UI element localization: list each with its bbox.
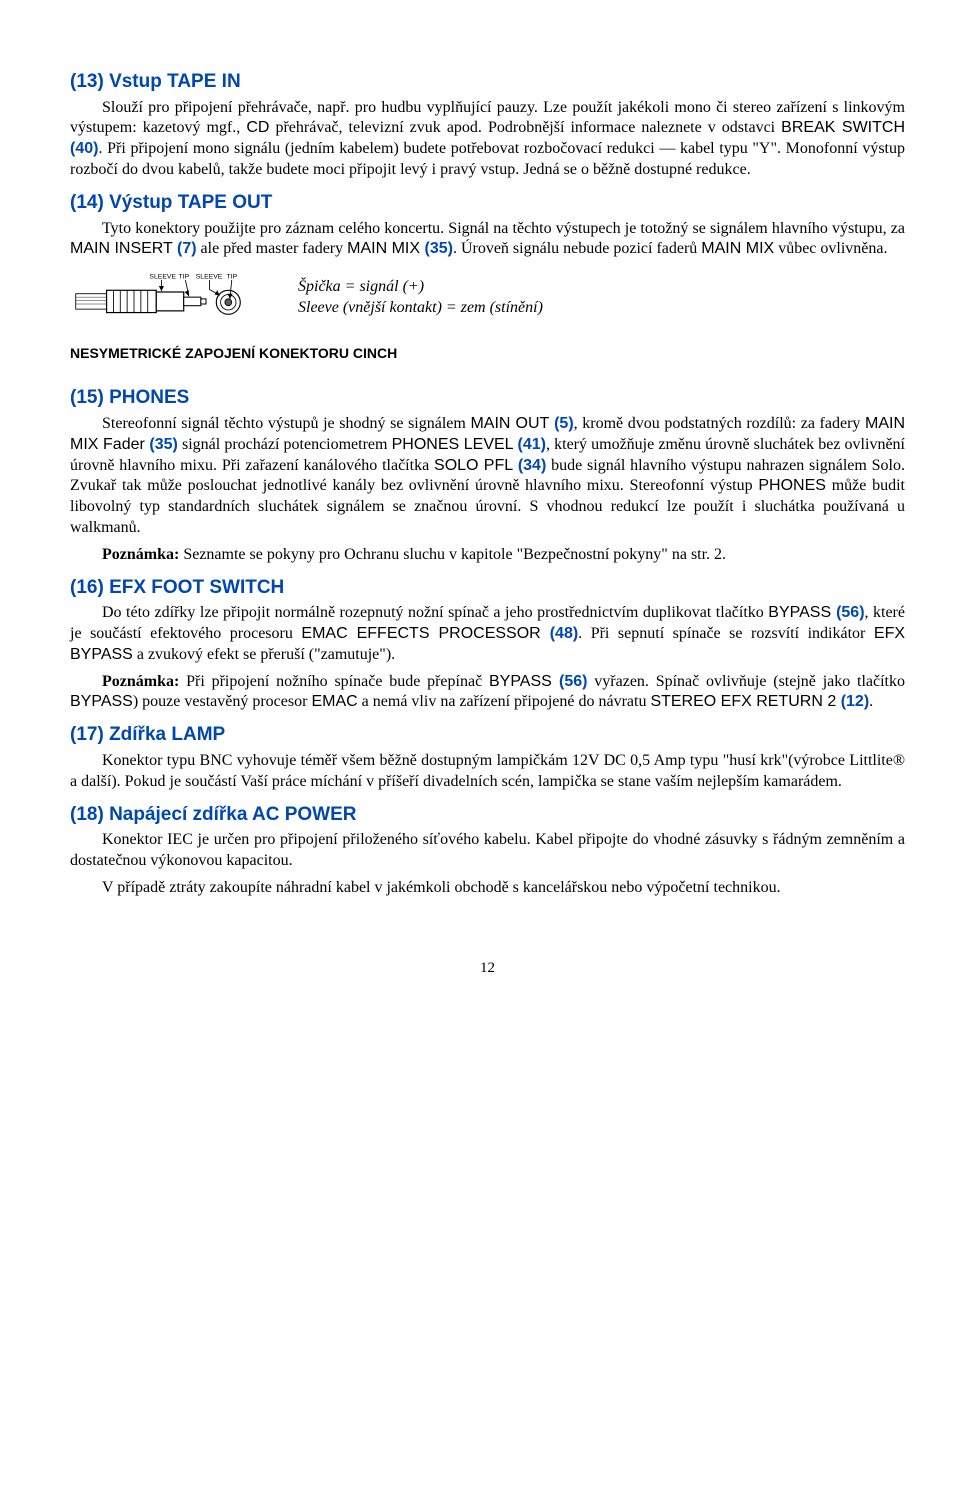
- cinch-subheading: NESYMETRICKÉ ZAPOJENÍ KONEKTORU CINCH: [70, 344, 905, 362]
- caption-line-2: Sleeve (vnější kontakt) = zem (stínění): [298, 298, 543, 319]
- section-18-paragraph-2: V případě ztráty zakoupíte náhradní kabe…: [70, 878, 905, 899]
- text: Do této zdířky lze připojit normálně roz…: [102, 604, 768, 621]
- connector-diagram-row: SLEEVE TIP SLEEVE TIP Špička = signál (+…: [70, 268, 905, 328]
- label-tip-2: TIP: [227, 273, 238, 280]
- text: Tyto konektory použijte pro záznam celéh…: [102, 220, 905, 237]
- section-18-heading: (18) Napájecí zdířka AC POWER: [70, 803, 905, 828]
- caption-line-1: Špička = signál (+): [298, 277, 543, 298]
- section-14-heading: (14) Výstup TAPE OUT: [70, 191, 905, 216]
- ref-34: (34): [518, 457, 546, 474]
- section-14-paragraph: Tyto konektory použijte pro záznam celéh…: [70, 219, 905, 261]
- ref-56: (56): [836, 604, 864, 621]
- section-17-heading: (17) Zdířka LAMP: [70, 723, 905, 748]
- note-text: Seznamte se pokyny pro Ochranu sluchu v …: [179, 546, 726, 563]
- note-label: Poznámka:: [102, 546, 179, 563]
- ref-5: (5): [554, 415, 574, 432]
- text-sans: PHONES LEVEL: [392, 436, 518, 453]
- ref-35: (35): [424, 240, 452, 257]
- text-sans: BYPASS: [70, 693, 133, 710]
- connector-caption: Špička = signál (+) Sleeve (vnější konta…: [298, 277, 543, 319]
- text: ale před master fadery: [197, 240, 348, 257]
- text-sans: EMAC: [311, 693, 357, 710]
- section-16-heading: (16) EFX FOOT SWITCH: [70, 576, 905, 601]
- section-17-paragraph: Konektor typu BNC vyhovuje téměř všem bě…: [70, 751, 905, 793]
- section-15-heading: (15) PHONES: [70, 386, 905, 411]
- text: signál prochází potenciometrem: [178, 436, 392, 453]
- text: přehrávač, televizní zvuk apod. Podrobně…: [269, 119, 781, 136]
- text: .: [869, 693, 873, 710]
- ref-35b: (35): [149, 436, 177, 453]
- ref-48: (48): [550, 625, 578, 642]
- text: . Úroveň signálu nebude pozicí faderů: [453, 240, 701, 257]
- section-15-paragraph: Stereofonní signál těchto výstupů je sho…: [70, 414, 905, 539]
- label-sleeve-2: SLEEVE: [196, 273, 223, 280]
- text-sans: MAIN OUT: [470, 415, 554, 432]
- text: ) pouze vestavěný procesor: [133, 693, 312, 710]
- section-15-note: Poznámka: Seznamte se pokyny pro Ochranu…: [70, 545, 905, 566]
- text: vůbec ovlivněna.: [774, 240, 887, 257]
- ref-41: (41): [518, 436, 546, 453]
- section-16-note: Poznámka: Při připojení nožního spínače …: [70, 672, 905, 714]
- text: . Při připojení mono signálu (jedním kab…: [70, 140, 905, 178]
- text: a nemá vliv na zařízení připojené do náv…: [358, 693, 651, 710]
- text-sans: MAIN MIX: [347, 240, 424, 257]
- section-16-paragraph: Do této zdířky lze připojit normálně roz…: [70, 603, 905, 665]
- text-sans: BYPASS: [489, 673, 559, 690]
- page-number: 12: [70, 959, 905, 979]
- note-label: Poznámka:: [102, 673, 179, 690]
- section-18-paragraph-1: Konektor IEC je určen pro připojení přil…: [70, 830, 905, 872]
- text-sans: CD: [246, 119, 269, 136]
- text-sans: PHONES: [758, 477, 826, 494]
- text: a zvukový efekt se přeruší ("zamutuje").: [133, 646, 395, 663]
- text-sans: MAIN INSERT: [70, 240, 177, 257]
- text-sans: SOLO PFL: [434, 457, 518, 474]
- text: Při připojení nožního spínače bude přepí…: [179, 673, 489, 690]
- section-13-paragraph: Slouží pro připojení přehrávače, např. p…: [70, 98, 905, 181]
- cinch-connector-diagram: SLEEVE TIP SLEEVE TIP: [70, 268, 270, 328]
- text-sans: MAIN MIX: [701, 240, 774, 257]
- text: , kromě dvou podstatných rozdílů: za fad…: [574, 415, 865, 432]
- section-13-heading: (13) Vstup TAPE IN: [70, 70, 905, 95]
- text: Stereofonní signál těchto výstupů je sho…: [102, 415, 470, 432]
- label-tip-1: TIP: [179, 273, 190, 280]
- text-sans: STEREO EFX RETURN 2: [650, 693, 840, 710]
- ref-40: (40): [70, 140, 98, 157]
- text: . Při sepnutí spínače se rozsvítí indiká…: [578, 625, 874, 642]
- text-sans: BYPASS: [768, 604, 836, 621]
- label-sleeve-1: SLEEVE: [149, 273, 176, 280]
- ref-56b: (56): [559, 673, 587, 690]
- ref-7: (7): [177, 240, 197, 257]
- text-sans: EMAC EFFECTS PROCESSOR: [301, 625, 549, 642]
- text: vyřazen. Spínač ovlivňuje (stejně jako t…: [588, 673, 906, 690]
- text-sans: BREAK SWITCH: [781, 119, 905, 136]
- ref-12: (12): [841, 693, 869, 710]
